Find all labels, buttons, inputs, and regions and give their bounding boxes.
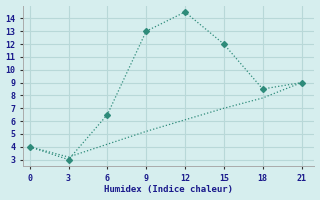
X-axis label: Humidex (Indice chaleur): Humidex (Indice chaleur) [104, 185, 233, 194]
